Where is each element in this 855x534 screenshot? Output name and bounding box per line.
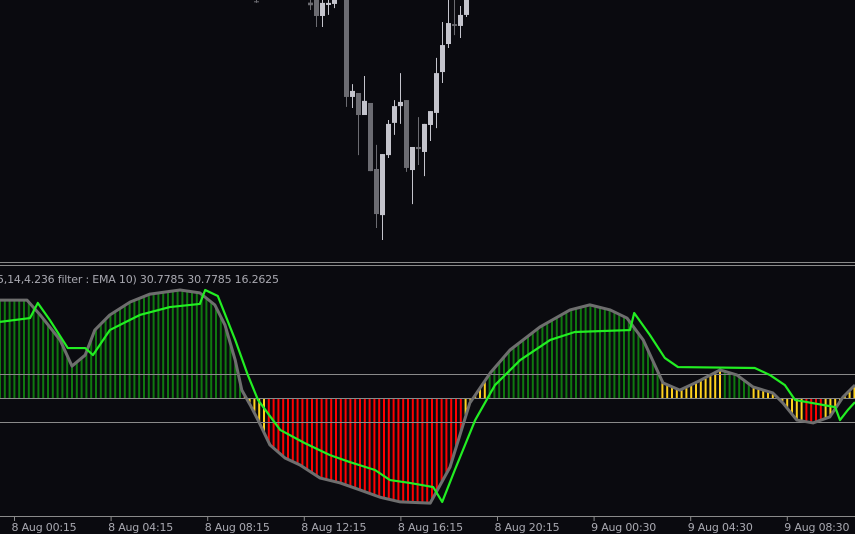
candle-bearish xyxy=(374,168,379,215)
candle-bullish xyxy=(326,2,331,5)
candle-bullish xyxy=(398,101,403,107)
candle-bullish xyxy=(392,106,397,123)
candle-bearish xyxy=(416,146,421,150)
time-label: 9 Aug 04:30 xyxy=(687,521,753,534)
candle-bullish xyxy=(386,123,391,156)
candle-bearish xyxy=(344,0,349,97)
histogram-envelope-line xyxy=(0,288,855,505)
time-label: 8 Aug 08:15 xyxy=(204,521,270,534)
candle-bearish xyxy=(368,102,373,172)
indicator-label: 5,14,4.236 filter : EMA 10) 30.7785 30.7… xyxy=(0,273,279,286)
candle-bullish xyxy=(422,123,427,152)
signal-line xyxy=(0,288,855,504)
candle-bullish xyxy=(458,14,463,26)
candle-bullish xyxy=(464,0,469,15)
time-label: 9 Aug 00:30 xyxy=(591,521,657,534)
time-label: 8 Aug 20:15 xyxy=(494,521,560,534)
candle-bullish xyxy=(320,2,325,16)
candle-bullish xyxy=(428,111,433,125)
candle-bullish xyxy=(380,154,385,216)
candle-bullish xyxy=(434,73,439,113)
time-label: 8 Aug 16:15 xyxy=(397,521,463,534)
candle-bullish xyxy=(332,0,337,4)
candle-bullish xyxy=(362,100,367,116)
candle-bearish xyxy=(404,100,409,168)
candle-bullish xyxy=(350,90,355,97)
candle-bearish xyxy=(254,1,259,3)
time-label: 9 Aug 08:30 xyxy=(784,521,850,534)
candle-bearish xyxy=(314,0,319,16)
candle-bearish xyxy=(452,24,457,26)
candle-bullish xyxy=(446,23,451,45)
time-label: 8 Aug 12:15 xyxy=(301,521,367,534)
candle-bearish xyxy=(308,2,313,6)
candle-bullish xyxy=(440,45,445,73)
time-label: 8 Aug 04:15 xyxy=(108,521,174,534)
candle-bearish xyxy=(356,93,361,116)
candle-bullish xyxy=(410,146,415,171)
time-label: 8 Aug 00:15 xyxy=(11,521,77,534)
